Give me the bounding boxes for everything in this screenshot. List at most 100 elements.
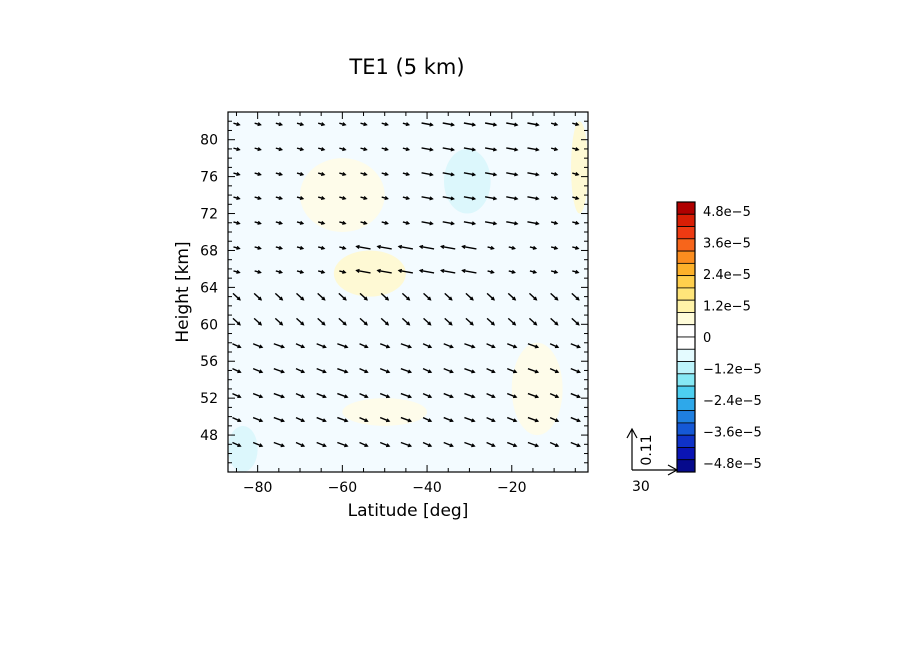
x-tick-label: −60 xyxy=(328,480,358,496)
y-axis-label: Height [km] xyxy=(173,241,193,342)
wind-vector-head xyxy=(491,369,496,374)
wind-vector-head xyxy=(418,268,424,273)
wind-vector xyxy=(528,317,537,326)
wind-vector-head xyxy=(450,122,455,127)
wind-vector-head xyxy=(514,196,519,201)
wind-vector-head xyxy=(461,244,466,249)
wind-vector-head xyxy=(513,344,518,349)
wind-vector-head xyxy=(427,321,432,326)
wind-vector-head xyxy=(553,122,559,127)
shading-region-weak-positive xyxy=(300,158,385,232)
wind-vector-head xyxy=(300,394,306,399)
wind-vector-head xyxy=(257,321,263,326)
wind-vector xyxy=(253,317,262,326)
colorbar-swatch xyxy=(676,250,696,264)
wind-vector-head xyxy=(418,244,424,249)
wind-vector-head xyxy=(237,394,242,399)
wind-vector xyxy=(252,368,263,373)
wind-vector xyxy=(527,368,539,373)
wind-vector-head xyxy=(429,122,434,127)
wind-vector xyxy=(528,292,537,301)
wind-vector xyxy=(316,343,326,348)
wind-vector-head xyxy=(514,172,519,177)
colorbar-swatch xyxy=(676,201,696,215)
wind-vector xyxy=(484,172,497,176)
wind-vector-head xyxy=(322,369,327,374)
wind-vector-head xyxy=(364,369,369,374)
wind-vector-head xyxy=(278,196,284,200)
wind-vector-head xyxy=(514,221,519,226)
wind-vector-head xyxy=(490,321,496,326)
colorbar-swatch xyxy=(676,287,696,301)
colorbar-swatch xyxy=(676,361,696,375)
wind-vector-head xyxy=(320,172,326,176)
wind-vector-head xyxy=(342,220,347,225)
wind-vector xyxy=(359,292,368,301)
wind-vector-head xyxy=(553,245,559,250)
y-axis: 48 52 56 60 64 68 72 76 80 xyxy=(200,120,588,464)
wind-vector xyxy=(252,441,263,447)
wind-vector xyxy=(507,441,517,447)
colorbar-label: −1.2e−5 xyxy=(703,363,762,378)
wind-vector xyxy=(253,292,262,301)
wind-vector xyxy=(232,416,241,422)
wind-vector-head xyxy=(300,369,306,374)
wind-vector xyxy=(232,441,241,447)
wind-vector-head xyxy=(344,394,349,399)
wind-vector-head xyxy=(554,369,560,374)
wind-vector xyxy=(506,196,518,200)
wind-vector xyxy=(316,441,326,447)
wind-vector-head xyxy=(429,221,434,226)
wind-vector xyxy=(401,292,410,301)
x-tick-label: −40 xyxy=(412,480,442,496)
wind-vector xyxy=(400,368,412,373)
wind-vector-head xyxy=(535,172,540,177)
wind-vector-head xyxy=(320,245,326,250)
wind-vector-head xyxy=(514,147,519,152)
wind-vector-head xyxy=(575,172,580,176)
wind-vector xyxy=(507,317,516,326)
wind-vector xyxy=(570,441,581,447)
contour-shading xyxy=(228,112,588,472)
wind-vector-head xyxy=(342,245,347,250)
wind-vector-head xyxy=(278,245,284,250)
wind-vector-head xyxy=(427,296,432,301)
wind-vector-head xyxy=(471,394,476,399)
wind-vector-head xyxy=(407,443,413,448)
wind-vector-head xyxy=(511,269,516,274)
shading-region-weak-positive xyxy=(342,398,428,426)
wind-vector-head xyxy=(376,268,381,273)
wind-vector xyxy=(422,441,432,447)
wind-vector xyxy=(359,343,368,348)
colorbar-label: −4.8e−5 xyxy=(703,457,762,472)
wind-vector-head xyxy=(384,220,389,225)
plot-area: −80 −60 −40 −20 48 52 56 60 64 68 72 76 80 xyxy=(200,111,589,496)
wind-vector-head xyxy=(344,443,349,448)
wind-vector-head xyxy=(258,394,264,399)
wind-vector xyxy=(400,416,412,422)
wind-vector-head xyxy=(278,220,284,225)
wind-vector-head xyxy=(385,443,391,448)
wind-vector xyxy=(422,368,432,373)
wind-vector xyxy=(338,292,347,301)
x-axis-label: Latitude [deg] xyxy=(348,501,469,521)
wind-vector-head xyxy=(449,418,454,423)
wind-vector xyxy=(507,416,517,422)
wind-vector xyxy=(337,392,348,398)
wind-vector xyxy=(442,147,454,151)
wind-vector-head xyxy=(385,369,391,374)
wind-vector-head xyxy=(397,244,403,249)
wind-vector xyxy=(486,317,495,326)
wind-vector xyxy=(232,392,241,398)
wind-vector-head xyxy=(575,269,580,274)
shading-region-positive xyxy=(571,121,588,214)
colorbar-swatch xyxy=(676,434,696,448)
wind-vector-head xyxy=(279,321,284,326)
wind-vector-head xyxy=(320,269,326,274)
wind-vector-head xyxy=(280,394,286,399)
colorbar-label: −3.6e−5 xyxy=(703,426,762,441)
wind-vector xyxy=(570,368,581,373)
wind-vector xyxy=(273,416,285,422)
y-tick-label: 60 xyxy=(200,317,218,333)
wind-vector xyxy=(570,343,581,348)
